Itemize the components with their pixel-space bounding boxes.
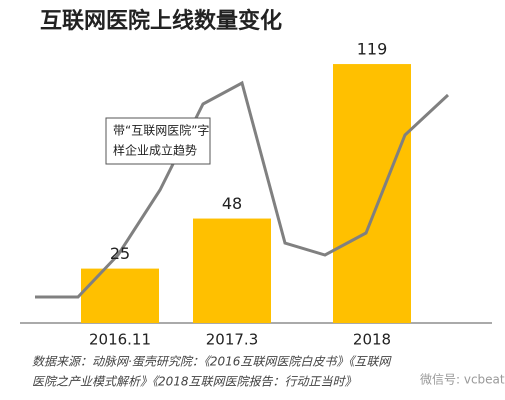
source-text: 数据来源：动脉网·蛋壳研究院：《2016互联网医院白皮书》《互联网 — [32, 355, 392, 369]
trend-line — [35, 80, 450, 299]
value-label: 48 — [222, 194, 242, 213]
x-tick-label: 2017.3 — [206, 331, 259, 349]
x-tick-label: 2016.11 — [89, 331, 151, 349]
annotation-text: 带“互联网医院”字 — [113, 123, 209, 138]
x-tick-label: 2018 — [353, 331, 391, 349]
bar — [193, 218, 271, 323]
annotation-box — [105, 117, 211, 165]
annotation-text: 样企业成立趋势 — [113, 143, 197, 158]
watermark: 微信号: vcbeat — [420, 373, 505, 387]
value-label: 25 — [110, 244, 130, 263]
value-label: 119 — [357, 40, 388, 59]
source-text: 医院之产业模式解析》《2018互联网医院报告：行动正当时》 — [32, 375, 357, 389]
bar — [81, 268, 159, 323]
chart-title: 互联网医院上线数量变化 — [40, 8, 282, 34]
bar — [333, 64, 411, 323]
